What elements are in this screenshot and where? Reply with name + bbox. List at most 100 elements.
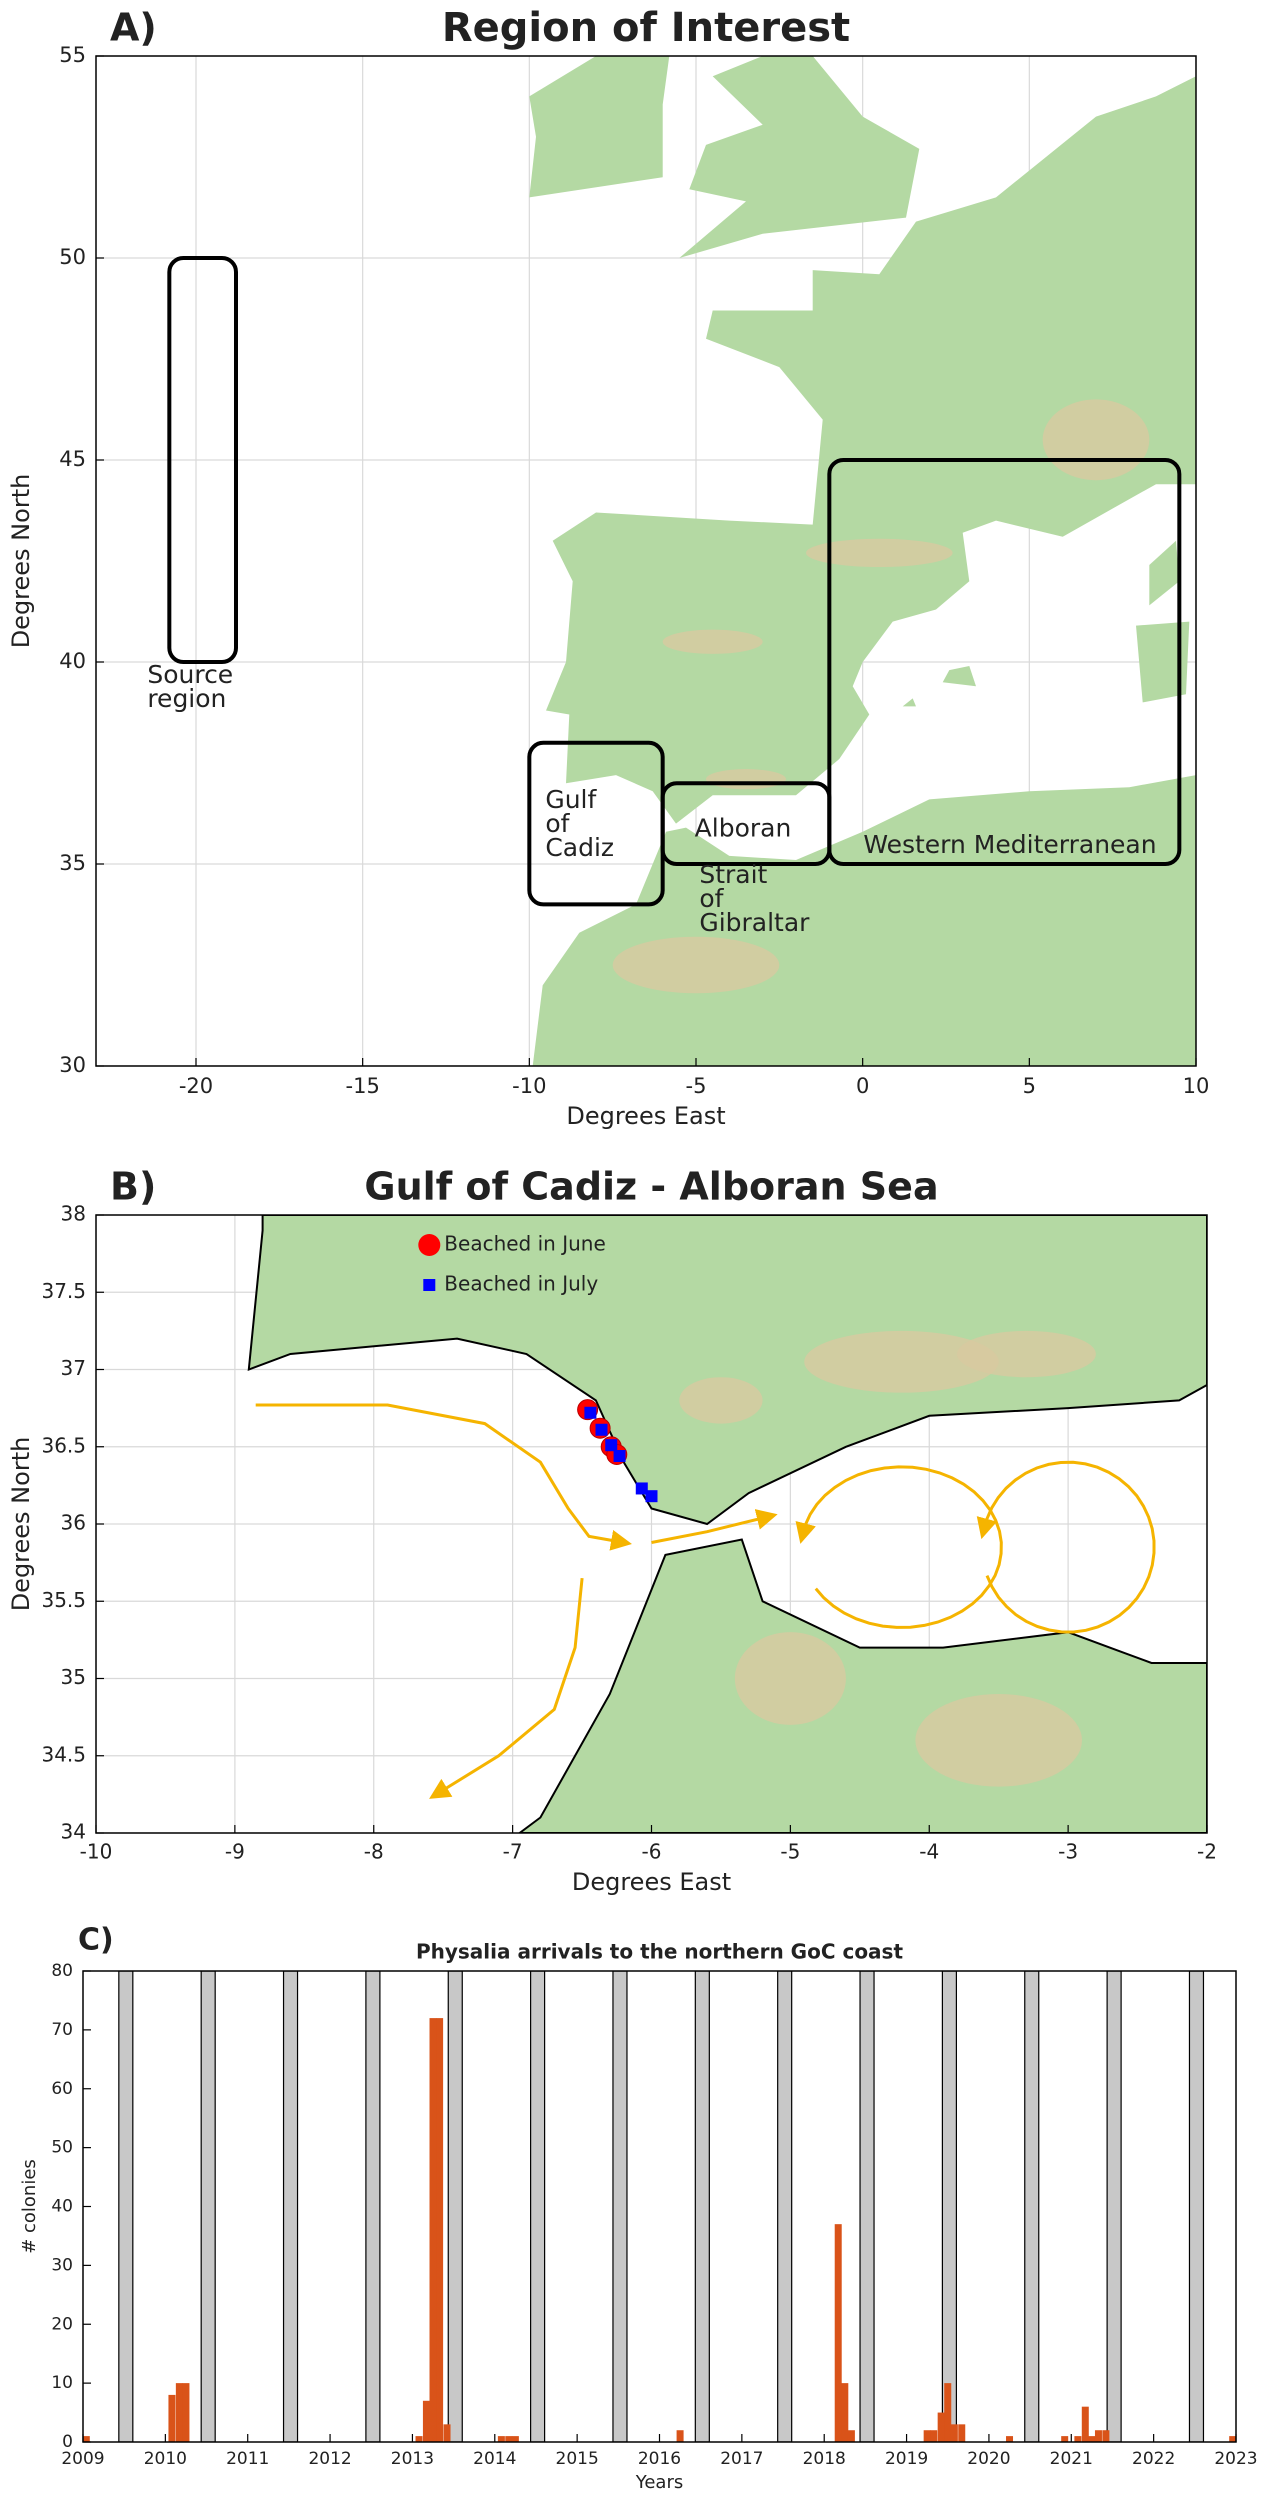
y-tick-label: 35 <box>61 1665 86 1689</box>
y-axis-label: Degrees North <box>7 1437 35 1612</box>
bar <box>447 1971 463 2442</box>
x-tick-label: 2017 <box>720 2449 763 2469</box>
legend-label: Beached in July <box>444 1272 598 1296</box>
x-axis-label: Degrees East <box>566 1102 725 1130</box>
point <box>584 1406 597 1419</box>
y-tick-label: 36 <box>61 1511 86 1535</box>
x-tick-label: 2012 <box>308 2449 351 2469</box>
current-arrow <box>255 1403 632 1551</box>
x-tick-label: 2009 <box>61 2449 104 2469</box>
bar <box>694 1971 710 2442</box>
axes-frame <box>95 55 1197 1067</box>
point <box>605 1439 618 1452</box>
bar <box>1229 2436 1236 2442</box>
bar <box>443 2424 451 2442</box>
point <box>645 1490 658 1503</box>
y-tick-label: 40 <box>59 649 86 673</box>
land <box>1149 540 1180 606</box>
chart-title: Region of Interest <box>442 5 850 51</box>
land <box>529 56 670 198</box>
relief <box>679 1377 763 1424</box>
region-label: region <box>147 684 226 713</box>
bar <box>676 2430 684 2442</box>
y-tick-label: 35 <box>59 851 86 875</box>
bar <box>282 1971 299 2442</box>
bar <box>530 1971 546 2442</box>
point <box>595 1423 608 1436</box>
bar <box>436 2018 444 2442</box>
bar <box>1024 1971 1040 2442</box>
y-tick-label: 30 <box>51 2255 73 2275</box>
x-tick-label: -4 <box>919 1840 939 1864</box>
bar <box>930 2430 938 2442</box>
region-label: of <box>545 809 570 838</box>
bar <box>1188 1971 1205 2442</box>
panel-label: C) <box>78 1923 114 1958</box>
panel-label: A) <box>110 6 157 50</box>
relief <box>804 1330 999 1393</box>
x-tick-label: 2011 <box>226 2449 269 2469</box>
axes-frame <box>82 1970 1237 2443</box>
land <box>247 1215 1207 1526</box>
x-tick-label: -8 <box>364 1840 384 1864</box>
bar <box>422 2400 430 2442</box>
relief <box>806 538 953 568</box>
annotation: Gibraltar <box>699 908 810 937</box>
y-tick-label: 38 <box>61 1202 86 1226</box>
bar <box>834 2224 842 2442</box>
relief <box>957 1330 1096 1378</box>
bar <box>958 2424 966 2442</box>
legend-marker <box>418 1234 441 1256</box>
bar <box>941 1971 957 2442</box>
y-tick-label: 10 <box>51 2373 73 2393</box>
x-tick-label: 2015 <box>556 2449 599 2469</box>
y-tick-label: 20 <box>51 2314 73 2334</box>
plot-area <box>96 1215 1207 1833</box>
bar <box>415 2436 423 2442</box>
relief <box>612 936 780 994</box>
y-tick-label: 36.5 <box>41 1433 86 1457</box>
bar <box>1102 2430 1110 2442</box>
y-tick-label: 37 <box>61 1356 86 1380</box>
bar <box>1094 2430 1102 2442</box>
plot-area <box>96 56 1196 1066</box>
y-tick-label: 35.5 <box>41 1588 86 1612</box>
land <box>679 56 920 258</box>
x-tick-label: -7 <box>503 1840 523 1864</box>
x-tick-label: 2013 <box>391 2449 434 2469</box>
bar <box>1088 2436 1096 2442</box>
panel-label: B) <box>110 1165 156 1209</box>
x-tick-label: -20 <box>179 1074 213 1098</box>
x-tick-label: -10 <box>80 1840 113 1864</box>
y-tick-label: 45 <box>59 447 86 471</box>
bar <box>175 2383 183 2442</box>
point <box>613 1450 626 1463</box>
x-axis-label: Degrees East <box>572 1868 731 1896</box>
region-label: Source <box>147 660 233 689</box>
bar <box>1074 2436 1082 2442</box>
bar <box>859 1971 875 2442</box>
bar <box>182 2383 190 2442</box>
annotation: of <box>699 884 724 913</box>
x-tick-label: 2019 <box>885 2449 928 2469</box>
x-tick-label: 2022 <box>1132 2449 1175 2469</box>
region-label: Western Mediterranean <box>863 830 1156 859</box>
eddy-arrow <box>976 1460 1156 1634</box>
land <box>942 666 976 687</box>
bar <box>944 2383 952 2442</box>
bar <box>950 2424 958 2442</box>
annotation: Strait <box>699 860 767 889</box>
relief <box>1042 399 1150 481</box>
bar <box>83 2436 90 2442</box>
bar <box>1106 1971 1122 2442</box>
y-tick-label: 55 <box>59 43 86 67</box>
y-axis-label: Degrees North <box>7 474 35 649</box>
y-tick-label: 40 <box>51 2197 73 2217</box>
x-tick-label: 10 <box>1183 1074 1210 1098</box>
panel: 2009 2010 2011 2012 2013 2014 2015 2016 2017 2018… <box>19 1923 1258 2494</box>
bar <box>847 2430 855 2442</box>
region-label: Gulf <box>545 785 597 814</box>
eddy-arrow <box>795 1465 1003 1629</box>
axes-frame <box>95 1214 1208 1834</box>
